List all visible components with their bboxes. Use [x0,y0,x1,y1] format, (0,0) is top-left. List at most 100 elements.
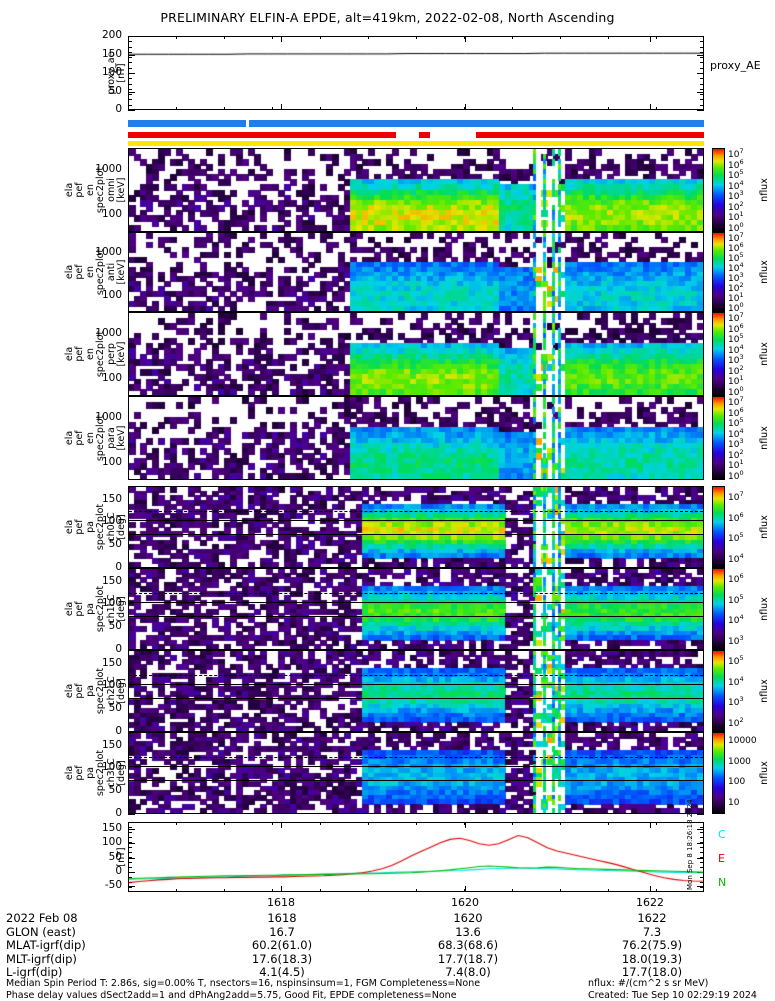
cbtick-en-anti-6: 101 [728,291,744,304]
cbtick-en-anti-3: 104 [728,261,744,274]
colorbar-label-en-para: nflux [759,426,770,450]
note-line-2: Phase delay values dSect2add=1 and dPhAn… [6,989,457,1001]
panel-label-en-omni-1: pef [74,182,85,198]
colorbar-pa-ch3lc [712,732,725,814]
bar-yellow-seg0 [128,141,704,146]
lossline-dashed [129,757,703,758]
ytick-pa-ch1lc-0: 150 [101,574,122,587]
ytick-major [697,36,704,37]
panel-label-en-para-4: para [105,427,117,449]
ytick-pa-ch1lc-2: 50 [108,620,122,633]
cbtick-en-omni-3: 104 [728,178,744,192]
colorbar-label-pa-ch2lc: nflux [759,679,770,703]
ytick-en-omni-0: 1000 [95,162,122,175]
bar-red-seg2 [476,132,704,138]
xtick-label-0: 1618 [267,896,295,909]
cbtick-en-perp-3: 104 [728,342,744,356]
cbtick-en-omni-0: 107 [728,147,744,161]
footer-col-3: 1622 7.3 76.2(75.9) 18.0(19.3) 17.7(18.0… [621,911,683,979]
ytick-major [697,814,704,815]
cbtick-en-para-6: 101 [728,458,744,472]
ytick-pa-ch3lc-0: 150 [101,738,122,751]
notes-right: nflux: #/(cm^2 s sr MeV) Created: Tue Sep… [588,978,757,1001]
xtick-label-2: 1622 [636,896,664,909]
ytick-pa-ch2lc-1: 100 [101,679,122,692]
lossline-upper [129,520,703,521]
spectrogram-en-para [129,397,703,479]
panel-label-en-omni-4: omni [105,178,117,202]
spectrogram-pa-ch3lc [129,733,703,813]
ytick-major [128,814,135,815]
colorbar-label-en-anti: nflux [759,260,770,284]
cbtick-pa-ch0lc-0: 107 [728,490,744,504]
lossline-upper [129,684,703,685]
ytick-pa-ch2lc-3: 0 [115,725,122,737]
colorbar-en-omni [712,148,725,232]
cbtick-pa-ch3lc-3: 10 [728,797,740,808]
ytick-major [128,110,135,111]
lossline-lower [129,616,703,617]
ytick-pa-ch2lc-2: 50 [108,702,122,715]
lossline-dashed [129,675,703,676]
spectrogram-pa-ch0lc [129,487,703,567]
bar-blue-seg0 [128,120,247,127]
lossline-dashed [129,511,703,512]
panel-label-en-anti-4: anti [105,262,117,282]
cbtick-en-para-1: 106 [728,405,744,419]
cbtick-en-anti-0: 107 [728,231,744,244]
fgm-traces [129,823,703,891]
spectrogram-en-omni [129,149,703,231]
ytick-en-perp-1: 100 [101,372,122,385]
panel-label-en-perp-5: [keV] [116,341,127,367]
footer-col-1: 1618 16.7 60.2(61.0) 17.6(18.3) 4.1(4.5) [251,911,313,979]
cbtick-en-anti-5: 102 [728,281,744,294]
lossline-upper [129,766,703,767]
panel-label-en-omni-5: [keV] [116,177,127,203]
cbtick-pa-ch2lc-0: 105 [728,654,744,668]
panel-label-en-omni-2: en [84,184,96,196]
lossline-lower [129,534,703,535]
colorbar-pa-ch1lc [712,568,725,650]
cbtick-en-para-5: 102 [728,447,744,461]
cbtick-en-perp-7: 100 [728,384,744,398]
ytick-en-perp-0: 1000 [95,326,122,339]
page-title: PRELIMINARY ELFIN-A EPDE, alt=419km, 202… [160,10,615,25]
cbtick-pa-ch2lc-1: 104 [728,674,744,688]
spectrogram-pa-ch1lc [129,569,703,649]
colorbar-pa-ch2lc [712,650,725,732]
cbtick-en-para-3: 104 [728,426,744,440]
ytick-pa-ch2lc-0: 150 [101,656,122,669]
created-timestamp: Created: Tue Sep 10 02:29:19 2024 [588,989,757,1001]
ytick-en-anti-1: 100 [101,289,122,301]
cbtick-pa-ch2lc-3: 102 [728,715,744,729]
cbtick-en-omni-7: 100 [728,220,744,234]
cbtick-en-para-7: 100 [728,468,744,482]
cbtick-en-perp-2: 105 [728,332,744,346]
cbtick-en-perp-4: 103 [728,353,744,367]
cbtick-pa-ch0lc-1: 106 [728,510,744,524]
cbtick-en-omni-1: 106 [728,157,744,171]
lossline-lower [129,780,703,781]
bar-red-seg0 [128,132,396,138]
ytick-pa-ch0lc-0: 150 [101,492,122,505]
panel-label-en-perp-1: pef [74,346,85,362]
panel-label-en-anti-1: pef [74,264,85,280]
ytick-pa-ch1lc-3: 0 [115,643,122,655]
lossline-dashed [129,593,703,594]
ytick-pa-ch0lc-2: 50 [108,538,122,551]
colorbar-label-en-omni: nflux [759,178,770,202]
ytick-fgm-0: 150 [101,822,122,835]
ytick-proxy-ae-4: 0 [115,103,122,115]
lossline-upper [129,602,703,603]
colorbar-en-perp [712,312,725,396]
cbtick-en-perp-6: 101 [728,374,744,388]
ytick-en-omni-1: 100 [101,208,122,221]
cbtick-en-omni-4: 103 [728,189,744,203]
cbtick-en-anti-1: 106 [728,241,744,254]
cbtick-en-para-2: 105 [728,416,744,430]
ytick-fgm-1: 100 [101,836,122,849]
panel-label-en-anti-0: ela [63,264,75,280]
panel-label-en-perp-0: ela [63,346,75,362]
colorbar-label-pa-ch3lc: nflux [759,761,770,785]
cbtick-pa-ch0lc-3: 104 [728,551,744,565]
